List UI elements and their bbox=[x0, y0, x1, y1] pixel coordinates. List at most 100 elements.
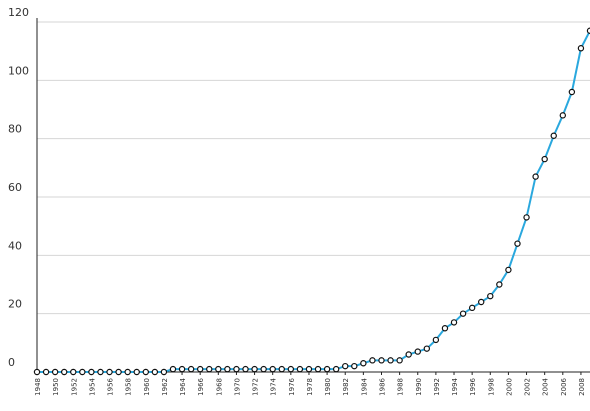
data-point-1978 bbox=[305, 365, 313, 373]
data-point-2000 bbox=[505, 266, 512, 274]
x-tick-label: 1962 bbox=[161, 378, 169, 396]
x-tick-label: 1980 bbox=[324, 378, 332, 396]
data-point-2003 bbox=[532, 173, 539, 180]
gridlines bbox=[37, 21, 590, 315]
data-point-1974 bbox=[269, 365, 276, 373]
series-1-markers bbox=[33, 27, 590, 376]
data-point-1970 bbox=[233, 365, 240, 373]
data-point-2007 bbox=[568, 88, 576, 96]
data-point-1993 bbox=[441, 325, 449, 332]
data-point-1962 bbox=[160, 368, 168, 376]
data-point-1951 bbox=[60, 368, 68, 376]
data-point-1996 bbox=[468, 304, 476, 312]
data-point-1964 bbox=[178, 365, 186, 373]
data-point-1980 bbox=[323, 365, 331, 373]
data-point-1956 bbox=[106, 368, 113, 376]
data-point-2005 bbox=[550, 132, 557, 139]
data-point-2001 bbox=[514, 240, 521, 247]
data-point-1968 bbox=[215, 365, 222, 373]
x-tick-label: 1968 bbox=[215, 378, 223, 396]
data-point-1988 bbox=[396, 357, 403, 364]
data-point-2006 bbox=[559, 112, 567, 119]
data-point-1986 bbox=[378, 357, 385, 364]
x-tick-label: 1994 bbox=[451, 377, 459, 395]
x-tick-label: 2004 bbox=[542, 377, 550, 395]
x-tick-label: 1954 bbox=[88, 377, 96, 395]
y-tick-label: 0 bbox=[8, 356, 15, 369]
data-point-1981 bbox=[332, 365, 340, 373]
x-tick-label: 1990 bbox=[415, 378, 423, 396]
x-tick-label: 1972 bbox=[252, 378, 260, 396]
y-tick-label: 60 bbox=[8, 181, 22, 194]
data-point-1961 bbox=[151, 368, 159, 376]
x-tick-label: 1988 bbox=[397, 378, 405, 396]
data-point-2008 bbox=[577, 45, 585, 52]
data-point-2009 bbox=[586, 27, 590, 34]
data-point-1987 bbox=[387, 357, 394, 364]
x-axis-tick-labels: 1948 1950 1952 1954 1956 1958 1960 1962 1964 1966… bbox=[34, 377, 586, 395]
data-point-1963 bbox=[169, 365, 177, 373]
data-point-2002 bbox=[523, 214, 530, 221]
data-point-1985 bbox=[369, 357, 376, 364]
y-tick-label: 120 bbox=[8, 6, 29, 19]
x-tick-label: 1978 bbox=[306, 378, 314, 396]
x-tick-label: 1998 bbox=[487, 378, 495, 396]
series-line bbox=[37, 30, 590, 373]
x-tick-label: 1976 bbox=[288, 377, 296, 395]
data-point-1991 bbox=[423, 345, 431, 352]
y-tick-label: 80 bbox=[8, 123, 22, 136]
x-tick-label: 2006 bbox=[560, 377, 568, 395]
data-point-1952 bbox=[70, 368, 77, 376]
data-point-1999 bbox=[496, 281, 503, 288]
data-point-1979 bbox=[314, 365, 322, 373]
data-point-1955 bbox=[97, 368, 104, 376]
data-point-1976 bbox=[287, 365, 295, 373]
data-point-1965 bbox=[187, 365, 195, 373]
series-1 bbox=[37, 30, 590, 373]
x-tick-label: 1960 bbox=[143, 378, 151, 396]
data-point-1989 bbox=[405, 351, 412, 358]
data-point-1998 bbox=[487, 292, 494, 300]
x-tick-label: 2000 bbox=[505, 378, 513, 396]
x-tick-label: 1982 bbox=[342, 378, 350, 396]
data-point-1972 bbox=[251, 365, 258, 373]
y-tick-label: 20 bbox=[8, 298, 22, 311]
data-point-1958 bbox=[124, 368, 131, 376]
x-tick-label: 1964 bbox=[179, 377, 187, 395]
data-point-1983 bbox=[351, 362, 358, 370]
data-point-1997 bbox=[478, 298, 485, 306]
x-tick-label: 1986 bbox=[378, 377, 386, 395]
data-point-1969 bbox=[224, 365, 231, 373]
x-tick-label: 1950 bbox=[52, 378, 60, 396]
data-point-1948 bbox=[33, 368, 41, 376]
data-point-1984 bbox=[360, 360, 367, 367]
data-point-1994 bbox=[450, 319, 458, 326]
data-point-1971 bbox=[242, 365, 249, 373]
data-point-1973 bbox=[260, 365, 267, 373]
x-tick-label: 1966 bbox=[197, 377, 205, 395]
data-point-1960 bbox=[142, 368, 149, 376]
data-point-1953 bbox=[79, 368, 86, 376]
data-point-1949 bbox=[42, 368, 50, 376]
data-point-1975 bbox=[278, 365, 285, 373]
x-tick-label: 1956 bbox=[107, 377, 115, 395]
x-tick-label: 1952 bbox=[70, 378, 78, 396]
data-point-2004 bbox=[541, 155, 548, 163]
x-tick-label: 1984 bbox=[360, 377, 368, 395]
data-point-1967 bbox=[206, 365, 213, 373]
x-tick-label: 1996 bbox=[469, 377, 477, 395]
x-tick-label: 1992 bbox=[433, 378, 441, 396]
data-point-1966 bbox=[196, 365, 204, 373]
data-point-1992 bbox=[432, 336, 440, 344]
x-tick-label: 1970 bbox=[233, 378, 241, 396]
data-point-1990 bbox=[414, 348, 421, 355]
x-tick-label: 1974 bbox=[270, 377, 278, 395]
data-point-1959 bbox=[133, 368, 140, 376]
x-tick-label: 1948 bbox=[34, 378, 42, 396]
data-point-1954 bbox=[88, 368, 95, 376]
data-point-1957 bbox=[115, 368, 122, 376]
x-tick-label: 2002 bbox=[524, 378, 532, 396]
data-point-1950 bbox=[51, 368, 59, 376]
